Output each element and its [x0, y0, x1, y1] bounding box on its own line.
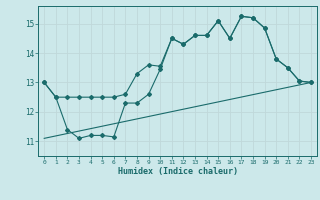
- X-axis label: Humidex (Indice chaleur): Humidex (Indice chaleur): [118, 167, 238, 176]
